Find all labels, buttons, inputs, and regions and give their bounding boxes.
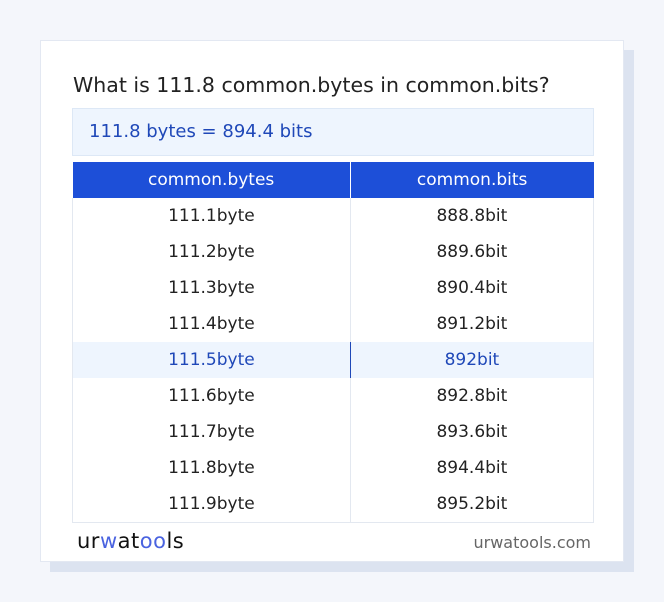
bytes-cell: 111.3byte (72, 270, 351, 306)
bytes-cell: 111.7byte (72, 414, 351, 450)
bits-cell: 892bit (349, 342, 595, 378)
bytes-cell: 111.2byte (72, 234, 351, 270)
table-row: 111.4byte 891.2bit (72, 306, 595, 342)
bytes-cell: 111.5byte (72, 342, 351, 378)
table-row: 111.2byte 889.6bit (72, 234, 595, 270)
bits-cell: 893.6bit (349, 414, 595, 450)
conversion-result: 111.8 bytes = 894.4 bits (72, 108, 594, 156)
table-row: 111.9byte 895.2bit (72, 486, 595, 523)
conversion-table: common.bytes common.bits 111.1byte 888.8b… (72, 162, 595, 523)
bits-cell: 892.8bit (349, 378, 595, 414)
bits-cell: 891.2bit (349, 306, 595, 342)
bits-cell: 889.6bit (349, 234, 595, 270)
table-row: 111.7byte 893.6bit (72, 414, 595, 450)
column-header-bits: common.bits (349, 162, 594, 198)
bytes-cell: 111.8byte (72, 450, 351, 486)
page-title: What is 111.8 common.bytes in common.bit… (73, 73, 550, 97)
table-row: 111.5byte 892bit (72, 342, 595, 378)
urwatools-logo[interactable]: urwatools (77, 529, 185, 553)
table-row: 111.8byte 894.4bit (72, 450, 595, 486)
column-header-bytes: common.bytes (72, 162, 351, 198)
bits-cell: 890.4bit (349, 270, 595, 306)
bytes-cell: 111.1byte (72, 198, 351, 234)
bytes-cell: 111.4byte (72, 306, 351, 342)
bits-cell: 894.4bit (349, 450, 595, 486)
bytes-cell: 111.6byte (72, 378, 351, 414)
bits-cell: 888.8bit (349, 198, 595, 234)
table-row: 111.6byte 892.8bit (72, 378, 595, 414)
bits-cell: 895.2bit (349, 486, 595, 523)
bytes-cell: 111.9byte (72, 486, 351, 523)
table-row: 111.3byte 890.4bit (72, 270, 595, 306)
converter-card: What is 111.8 common.bytes in common.bit… (40, 40, 624, 562)
site-url[interactable]: urwatools.com (473, 533, 592, 552)
table-row: 111.1byte 888.8bit (72, 198, 595, 234)
